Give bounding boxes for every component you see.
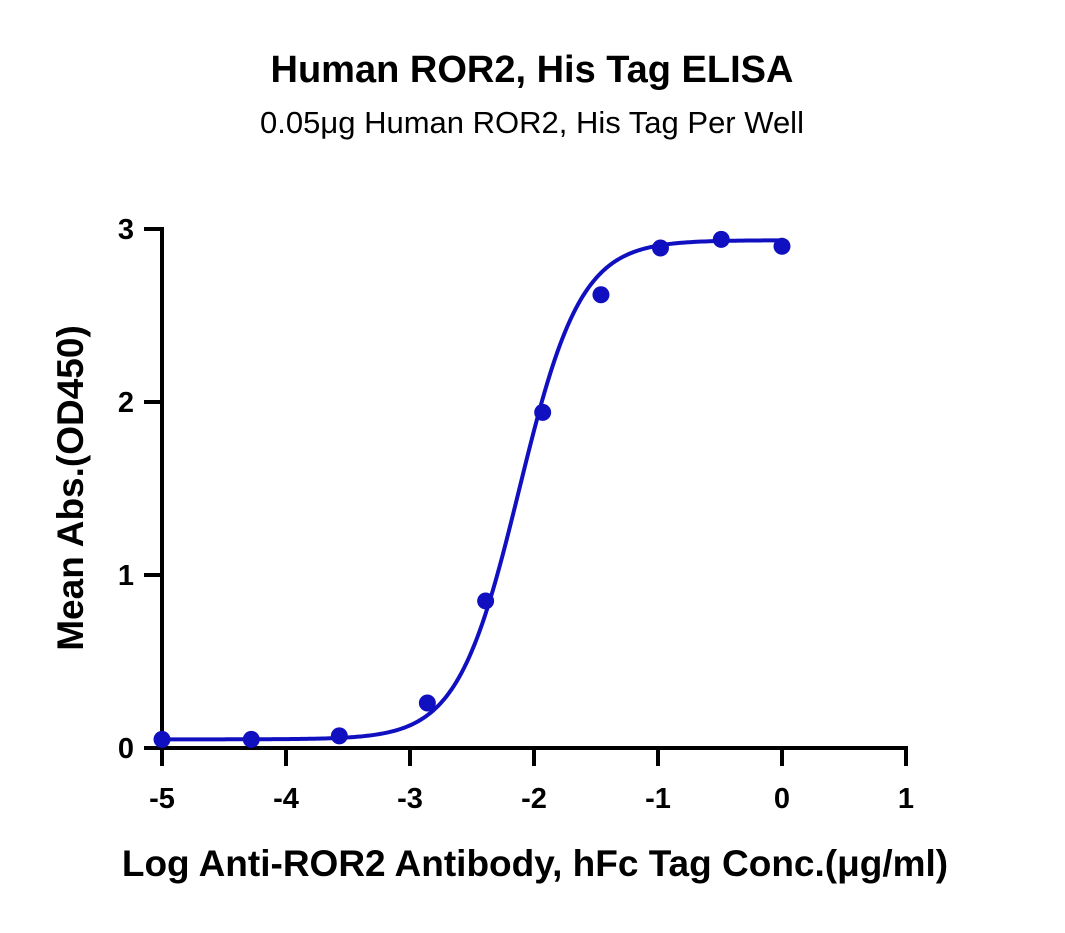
data-point — [592, 286, 610, 304]
data-point — [712, 230, 730, 248]
data-point — [534, 403, 552, 421]
x-tick-label: -5 — [149, 783, 175, 815]
x-tick-label: 0 — [774, 783, 790, 815]
y-tick-label: 2 — [118, 387, 134, 419]
x-tick-label: -4 — [273, 783, 299, 815]
y-axis-label: Mean Abs.(OD450) — [50, 325, 91, 651]
x-tick-label: -2 — [521, 783, 547, 815]
data-point — [773, 237, 791, 255]
chart-title: Human ROR2, His Tag ELISA — [271, 49, 794, 91]
x-axis-label: Log Anti-ROR2 Antibody, hFc Tag Conc.(μg… — [122, 843, 948, 884]
ticks: -5 -4 -3 -2 -1 0 1 0 1 2 3 — [118, 214, 914, 815]
y-tick-label: 1 — [118, 560, 134, 592]
data-point — [330, 727, 348, 745]
data-point — [153, 730, 171, 748]
x-tick-label: -1 — [645, 783, 671, 815]
data-point — [651, 239, 669, 257]
data-point — [242, 730, 260, 748]
data-points — [153, 230, 791, 748]
axes — [160, 227, 908, 750]
y-tick-label: 0 — [118, 733, 134, 765]
x-tick-label: 1 — [898, 783, 914, 815]
data-point — [477, 592, 495, 610]
fit-curve-group — [162, 238, 783, 742]
y-tick-label: 3 — [118, 214, 134, 246]
fit-curve — [162, 238, 783, 742]
data-point — [418, 694, 436, 712]
x-tick-label: -3 — [397, 783, 423, 815]
chart-subtitle: 0.05μg Human ROR2, His Tag Per Well — [260, 105, 804, 140]
